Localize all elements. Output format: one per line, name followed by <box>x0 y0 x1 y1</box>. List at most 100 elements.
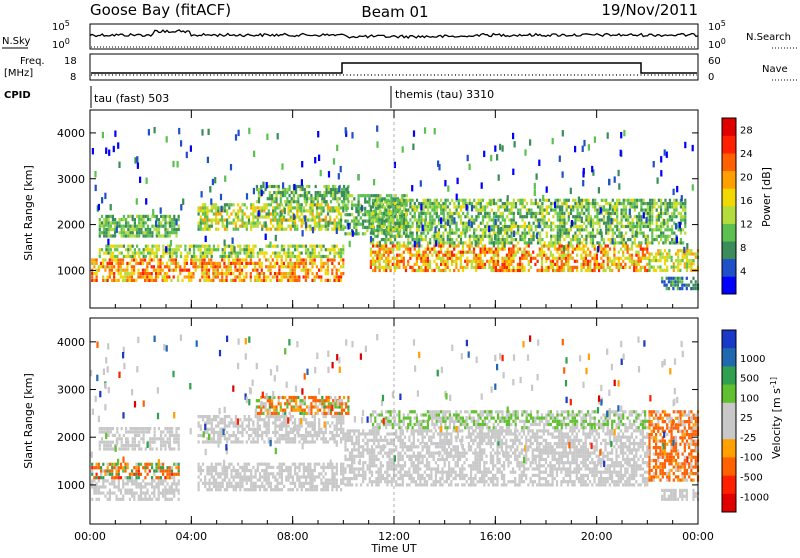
range-cell <box>405 248 407 251</box>
range-cell <box>640 260 642 263</box>
range-cell <box>108 225 110 228</box>
range-cell <box>186 275 188 278</box>
range-cell <box>259 272 261 275</box>
range-cell <box>533 215 535 218</box>
range-cell <box>296 206 298 209</box>
range-cell <box>612 238 614 244</box>
range-cell <box>126 279 128 282</box>
range-cell <box>206 469 208 472</box>
range-cell <box>112 434 114 437</box>
range-cell <box>317 200 319 203</box>
range-cell <box>211 472 213 475</box>
range-cell <box>585 199 587 202</box>
range-cell <box>621 235 623 238</box>
range-cell <box>206 252 208 255</box>
range-cell <box>123 434 125 437</box>
range-cell <box>364 226 366 229</box>
range-cell <box>158 248 160 251</box>
range-cell <box>198 463 200 466</box>
range-cell <box>158 466 160 469</box>
range-cell <box>239 466 241 469</box>
range-cell <box>431 254 433 257</box>
range-cell <box>592 235 594 238</box>
range-cell <box>219 262 221 265</box>
range-cell <box>200 225 202 228</box>
range-cell <box>602 260 604 263</box>
range-cell <box>173 231 175 234</box>
range-cell <box>473 260 475 263</box>
range-cell <box>577 225 579 228</box>
range-cell <box>550 263 552 266</box>
range-cell <box>521 251 523 254</box>
range-cell <box>435 240 437 246</box>
range-cell <box>669 215 671 218</box>
range-cell <box>554 263 556 266</box>
range-cell <box>486 248 488 251</box>
range-cell <box>152 209 154 215</box>
range-cell <box>184 248 186 251</box>
range-cell <box>667 238 669 241</box>
range-cell <box>583 205 585 208</box>
range-cell <box>252 212 254 215</box>
range-cell <box>172 161 174 167</box>
range-cell <box>407 225 409 228</box>
range-cell <box>392 248 394 251</box>
range-cell <box>347 197 349 200</box>
range-cell <box>162 225 164 228</box>
range-cell <box>577 215 579 218</box>
range-cell <box>176 245 178 248</box>
range-cell <box>581 205 583 208</box>
range-cell <box>561 218 563 221</box>
range-cell <box>671 205 673 208</box>
range-cell <box>390 205 392 208</box>
range-cell <box>511 232 513 235</box>
range-cell <box>266 482 268 485</box>
range-cell <box>226 219 228 222</box>
range-cell <box>478 238 480 241</box>
range-cell <box>600 207 602 213</box>
range-cell <box>634 241 636 244</box>
range-cell <box>292 252 294 255</box>
range-cell <box>554 257 556 260</box>
range-cell <box>168 265 170 268</box>
range-cell <box>398 263 400 266</box>
range-cell <box>261 265 263 268</box>
range-cell <box>276 275 278 278</box>
range-cell <box>189 245 191 248</box>
range-cell <box>482 218 484 221</box>
range-cell <box>132 228 134 231</box>
range-cell <box>471 251 473 254</box>
range-cell <box>217 485 219 488</box>
range-cell <box>290 228 292 231</box>
range-cell <box>241 222 243 225</box>
range-cell <box>490 251 492 254</box>
range-cell <box>614 218 616 221</box>
range-cell <box>589 263 591 266</box>
range-cell <box>134 248 136 251</box>
range-cell <box>325 219 327 222</box>
range-cell <box>226 209 228 212</box>
range-cell <box>111 258 113 261</box>
range-cell <box>434 128 436 134</box>
range-cell <box>263 279 265 282</box>
range-cell <box>353 197 355 200</box>
range-cell <box>469 251 471 254</box>
range-cell <box>453 244 455 247</box>
range-cell <box>226 255 228 258</box>
range-cell <box>412 235 414 238</box>
colorbar-swatch <box>722 259 736 277</box>
range-cell <box>607 228 609 231</box>
range-cell <box>355 210 357 213</box>
range-cell <box>401 254 403 257</box>
range-cell <box>215 212 217 215</box>
range-cell <box>164 218 166 221</box>
range-cell <box>209 225 211 228</box>
range-cell <box>559 248 561 251</box>
range-cell <box>316 203 318 206</box>
range-cell <box>117 142 119 148</box>
range-cell <box>480 228 482 231</box>
range-cell <box>398 241 400 244</box>
range-cell <box>340 265 342 268</box>
range-cell <box>203 279 205 282</box>
range-cell <box>206 248 208 251</box>
